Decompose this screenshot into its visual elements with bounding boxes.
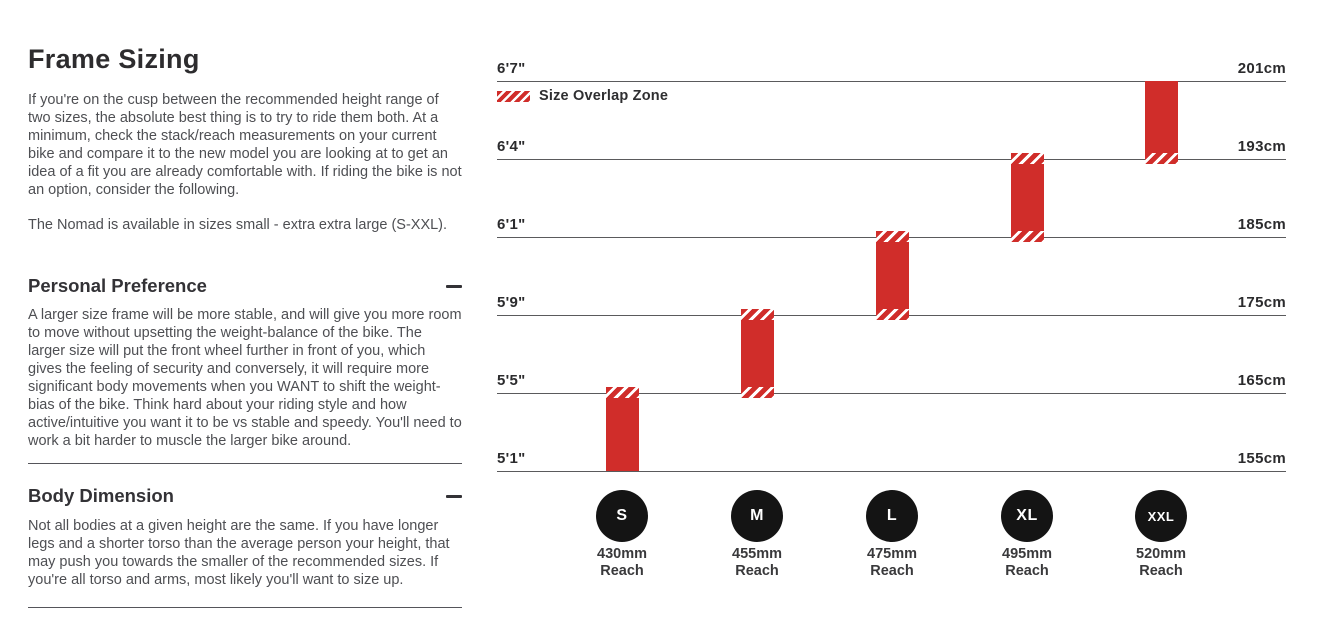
body-dimension-body: Not all bodies at a given height are the… bbox=[28, 518, 450, 588]
bar-solid bbox=[1011, 164, 1044, 231]
section-divider bbox=[28, 463, 462, 464]
overlap-hatch-top bbox=[606, 387, 639, 398]
size-badge-l: L bbox=[866, 490, 918, 542]
reach-value: 520mm bbox=[1136, 546, 1186, 562]
reach-word: Reach bbox=[1139, 562, 1183, 579]
overlap-hatch-top bbox=[1011, 153, 1044, 164]
height-tick-metric: 165cm bbox=[1237, 372, 1286, 389]
bar-solid bbox=[1145, 81, 1178, 153]
size-badge-xxl: XXL bbox=[1135, 490, 1187, 542]
reach-value: 475mm bbox=[867, 546, 917, 562]
height-tick-imperial: 5'5" bbox=[497, 372, 526, 389]
reach-value: 455mm bbox=[732, 546, 782, 562]
overlap-legend: Size Overlap Zone bbox=[497, 88, 668, 104]
text-column: Frame Sizing If you're on the cusp betwe… bbox=[28, 0, 462, 608]
badge-letter: XXL bbox=[1147, 508, 1175, 524]
size-bar-l bbox=[876, 231, 909, 320]
height-tick-imperial: 6'1" bbox=[497, 216, 526, 233]
bar-solid bbox=[741, 320, 774, 387]
reach-value: 430mm bbox=[597, 546, 647, 562]
bar-solid bbox=[606, 398, 639, 471]
height-tick-metric: 175cm bbox=[1237, 294, 1286, 311]
availability-paragraph: The Nomad is available in sizes small - … bbox=[28, 217, 448, 233]
overlap-hatch-bottom bbox=[741, 387, 774, 398]
overlap-hatch-swatch-icon bbox=[497, 90, 530, 102]
size-badge-xl: XL bbox=[1001, 490, 1053, 542]
collapse-minus-icon[interactable] bbox=[446, 494, 462, 498]
collapse-minus-icon[interactable] bbox=[446, 284, 462, 288]
height-tick-imperial: 5'1" bbox=[497, 450, 526, 467]
gridline-row: 5'1" 155cm bbox=[497, 450, 1286, 472]
size-badge-m: M bbox=[731, 490, 783, 542]
reach-word: Reach bbox=[1005, 562, 1049, 579]
height-tick-imperial: 5'9" bbox=[497, 294, 526, 311]
gridline-row: 6'4" 193cm bbox=[497, 138, 1286, 160]
gridline-row: 5'5" 165cm bbox=[497, 372, 1286, 394]
reach-label-m: 455mm Reach bbox=[712, 546, 802, 579]
accordion-header-body-dimension[interactable]: Body Dimension bbox=[28, 484, 462, 508]
intro-paragraph: If you're on the cusp between the recomm… bbox=[28, 92, 462, 198]
height-tick-metric: 193cm bbox=[1237, 138, 1286, 155]
size-badge-s: S bbox=[596, 490, 648, 542]
reach-word: Reach bbox=[735, 562, 779, 579]
reach-label-s: 430mm Reach bbox=[577, 546, 667, 579]
reach-value: 495mm bbox=[1002, 546, 1052, 562]
badge-letter: S bbox=[616, 507, 628, 524]
height-tick-metric: 201cm bbox=[1237, 60, 1286, 77]
overlap-hatch-bottom bbox=[1145, 153, 1178, 164]
size-bar-xxl bbox=[1145, 81, 1178, 164]
gridline-row: 6'7" 201cm bbox=[497, 60, 1286, 82]
section-divider bbox=[28, 607, 462, 608]
overlap-hatch-top bbox=[741, 309, 774, 320]
reach-label-l: 475mm Reach bbox=[847, 546, 937, 579]
accordion-section-body-dimension: Body Dimension Not all bodies at a given… bbox=[28, 484, 462, 589]
accordion-header-personal-preference[interactable]: Personal Preference bbox=[28, 274, 462, 298]
bar-solid bbox=[876, 242, 909, 309]
height-tick-imperial: 6'4" bbox=[497, 138, 526, 155]
size-bar-s bbox=[606, 387, 639, 471]
frame-size-chart: 6'7" 201cm 6'4" 193cm 6'1" 185cm 5'9" 17… bbox=[497, 0, 1286, 621]
section-heading-personal-preference: Personal Preference bbox=[28, 275, 207, 296]
overlap-hatch-bottom bbox=[1011, 231, 1044, 242]
overlap-hatch-top bbox=[876, 231, 909, 242]
overlap-hatch-bottom bbox=[876, 309, 909, 320]
section-heading-body-dimension: Body Dimension bbox=[28, 485, 174, 506]
reach-label-xxl: 520mm Reach bbox=[1116, 546, 1206, 579]
height-tick-imperial: 6'7" bbox=[497, 60, 526, 77]
badge-letter: L bbox=[886, 507, 898, 524]
badge-letter: M bbox=[750, 507, 764, 524]
reach-word: Reach bbox=[600, 562, 644, 579]
legend-label: Size Overlap Zone bbox=[539, 88, 669, 104]
reach-word: Reach bbox=[870, 562, 914, 579]
reach-label-xl: 495mm Reach bbox=[982, 546, 1072, 579]
size-bar-m bbox=[741, 309, 774, 398]
size-bar-xl bbox=[1011, 153, 1044, 242]
personal-preference-body: A larger size frame will be more stable,… bbox=[28, 307, 462, 449]
accordion-section-personal-preference: Personal Preference A larger size frame … bbox=[28, 274, 462, 450]
height-tick-metric: 185cm bbox=[1237, 216, 1286, 233]
badge-letter: XL bbox=[1016, 507, 1038, 524]
page-title: Frame Sizing bbox=[28, 44, 200, 74]
height-tick-metric: 155cm bbox=[1237, 450, 1286, 467]
